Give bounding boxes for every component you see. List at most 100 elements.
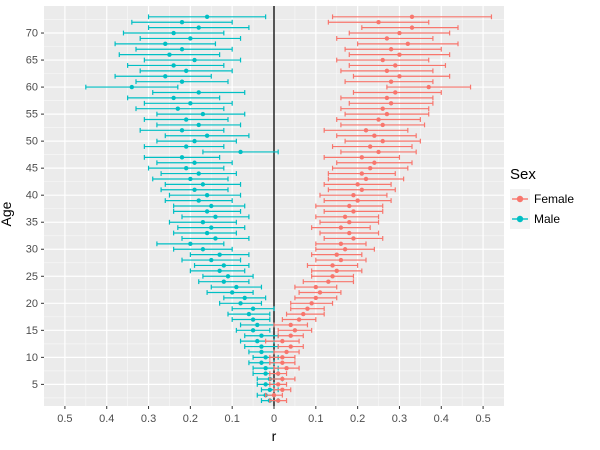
errorbar-female-point xyxy=(284,349,289,355)
y-tick-label: 15 xyxy=(26,325,38,337)
errorbar-female-point xyxy=(280,355,285,360)
y-tick-label: 35 xyxy=(26,217,38,229)
errorbar-male-point xyxy=(179,47,185,52)
errorbar-female-point xyxy=(296,317,302,322)
errorbar-male-point xyxy=(259,333,264,338)
legend-label-male: Male xyxy=(534,212,561,226)
errorbar-male-point xyxy=(163,74,168,79)
errorbar-male-point xyxy=(204,230,210,236)
errorbar-male-point xyxy=(196,25,201,30)
errorbar-female-point xyxy=(284,365,289,371)
errorbar-female-point xyxy=(317,290,323,295)
errorbar-male-point xyxy=(171,95,176,101)
errorbar-female-point xyxy=(367,144,373,149)
errorbar-male-point xyxy=(188,241,193,247)
errorbar-male-point xyxy=(221,279,227,284)
y-tick-label: 5 xyxy=(32,379,38,391)
y-tick-label: 70 xyxy=(26,28,38,40)
errorbar-male-point xyxy=(129,84,135,90)
errorbar-male-point xyxy=(179,20,185,25)
y-tick-label: 40 xyxy=(26,190,38,202)
errorbar-female-point xyxy=(409,14,415,20)
errorbar-male-point xyxy=(163,41,168,47)
errorbar-male-point xyxy=(263,355,268,360)
x-tick-label: 0.1 xyxy=(308,413,323,425)
errorbar-male-point xyxy=(200,220,206,225)
errorbar-male-point xyxy=(217,252,222,257)
errorbar-male-point xyxy=(242,295,247,301)
errorbar-male-point xyxy=(217,268,222,274)
errorbar-female-point xyxy=(372,160,377,165)
errorbar-female-point xyxy=(355,198,360,203)
y-tick-label: 45 xyxy=(26,163,38,175)
errorbar-female-point xyxy=(288,344,293,349)
errorbar-female-point xyxy=(338,225,344,230)
errorbar-male-point xyxy=(200,182,206,187)
errorbar-female-point xyxy=(275,382,281,387)
errorbar-male-point xyxy=(255,338,260,344)
x-tick-label: 0.1 xyxy=(225,413,240,425)
errorbar-female-point xyxy=(280,387,285,392)
errorbar-female-point xyxy=(367,165,373,171)
errorbar-male-point xyxy=(188,36,193,41)
errorbar-male-point xyxy=(183,165,189,171)
errorbar-male-point xyxy=(196,90,201,95)
errorbar-female-point xyxy=(288,333,293,338)
errorbar-male-point xyxy=(204,133,210,138)
errorbar-male-point xyxy=(250,317,256,322)
y-tick-label: 25 xyxy=(26,271,38,283)
errorbar-male-point xyxy=(179,79,185,84)
female-pointrange-icon xyxy=(510,189,530,209)
errorbar-female-point xyxy=(376,20,381,25)
errorbar-female-point xyxy=(388,101,394,106)
errorbar-female-point xyxy=(384,36,390,41)
errorbar-male-point xyxy=(196,198,201,203)
errorbar-female-point xyxy=(313,284,319,290)
x-tick-label: 0.5 xyxy=(57,413,72,425)
errorbar-female-point xyxy=(347,220,352,225)
errorbar-male-point xyxy=(171,63,176,68)
errorbar-male-point xyxy=(204,14,210,20)
errorbar-female-point xyxy=(393,63,398,68)
errorbar-female-point xyxy=(397,30,402,36)
errorbar-female-point xyxy=(380,57,385,63)
legend-item-female: Female xyxy=(510,189,598,209)
y-axis-title: Age xyxy=(0,201,14,227)
errorbar-male-point xyxy=(200,111,206,117)
y-tick-label: 10 xyxy=(26,352,38,364)
errorbar-male-point xyxy=(234,284,239,290)
x-tick-label: 0.2 xyxy=(183,413,198,425)
errorbar-male-point xyxy=(246,311,252,317)
x-tick-label: 0.4 xyxy=(99,413,114,425)
errorbar-female-point xyxy=(275,398,281,403)
errorbar-male-point xyxy=(196,122,201,128)
errorbar-male-point xyxy=(192,138,197,144)
errorbar-male-point xyxy=(250,328,256,333)
errorbar-male-point xyxy=(175,106,181,111)
errorbar-male-point xyxy=(204,209,210,214)
errorbar-female-point xyxy=(359,187,365,192)
errorbar-female-point xyxy=(351,192,356,198)
errorbar-female-point xyxy=(359,171,365,176)
errorbar-female-point xyxy=(309,301,314,306)
x-tick-label: 0.5 xyxy=(475,413,490,425)
errorbar-male-point xyxy=(263,365,268,371)
errorbar-male-point xyxy=(192,187,197,192)
errorbar-female-point xyxy=(380,122,385,128)
errorbar-female-point xyxy=(347,230,352,236)
errorbar-female-point xyxy=(271,392,277,398)
errorbar-female-point xyxy=(363,128,369,133)
errorbar-male-point xyxy=(213,236,218,241)
legend-label-female: Female xyxy=(534,192,575,206)
errorbar-male-point xyxy=(238,149,243,155)
errorbar-male-point xyxy=(179,128,185,133)
errorbar-female-point xyxy=(388,79,394,84)
legend-title: Sex xyxy=(510,166,536,183)
y-tick-label: 20 xyxy=(26,298,38,310)
errorbar-male-point xyxy=(263,382,268,387)
y-tick-label: 50 xyxy=(26,136,38,148)
errorbar-female-point xyxy=(426,84,431,90)
errorbar-male-point xyxy=(179,155,185,160)
errorbar-female-point xyxy=(338,241,344,247)
